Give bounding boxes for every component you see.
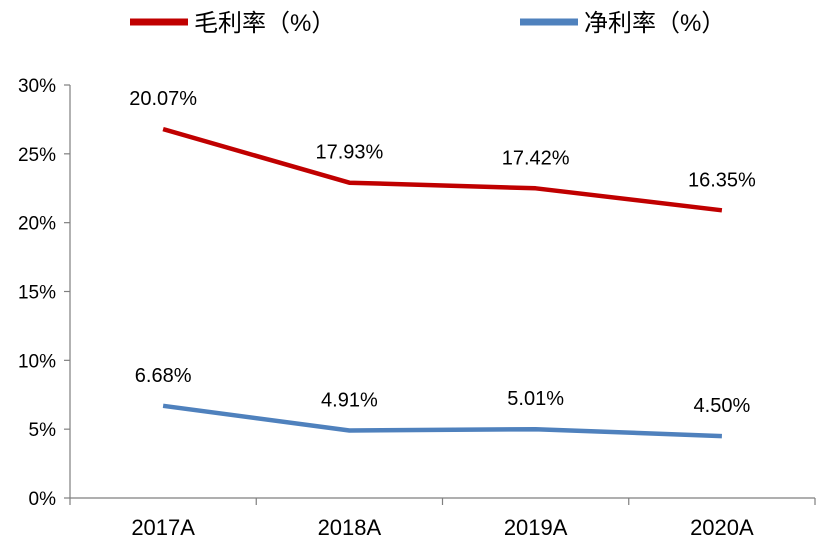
x-tick-label: 2017A <box>131 515 195 540</box>
data-label: 16.35% <box>688 169 756 191</box>
legend-label: 毛利率（%） <box>194 10 335 37</box>
y-tick-label: 5% <box>29 420 57 441</box>
data-label: 6.68% <box>135 365 192 387</box>
data-labels: 20.07% 17.93% 17.42% 16.35% 6.68% 4.91% 5.01% 4… <box>129 88 756 417</box>
axes: 0% 5% 10% 15% 20% 25% 30% 2017A 2018A 2019A 2020A <box>18 76 816 540</box>
series-lines <box>162 126 723 439</box>
data-label: 4.50% <box>694 395 751 417</box>
series-line-2 <box>162 403 722 439</box>
data-label: 20.07% <box>129 88 197 110</box>
x-tick-label: 2019A <box>504 515 568 540</box>
data-label: 17.42% <box>502 147 570 169</box>
x-tick-label: 2018A <box>318 515 382 540</box>
legend-label: 净利率（%） <box>584 10 725 37</box>
y-tick-label: 30% <box>18 76 56 97</box>
series-line-1 <box>162 126 723 213</box>
y-tick-label: 20% <box>18 214 56 235</box>
data-label: 5.01% <box>507 388 564 410</box>
y-tick-label: 15% <box>18 283 56 304</box>
y-tick-label: 25% <box>18 145 56 166</box>
y-tick-label: 10% <box>18 351 56 372</box>
y-tick-label: 0% <box>29 489 57 510</box>
data-label: 4.91% <box>321 390 378 412</box>
x-tick-label: 2020A <box>690 515 754 540</box>
legend: 毛利率（%） 净利率（%） <box>130 10 725 37</box>
data-label: 17.93% <box>315 142 383 164</box>
